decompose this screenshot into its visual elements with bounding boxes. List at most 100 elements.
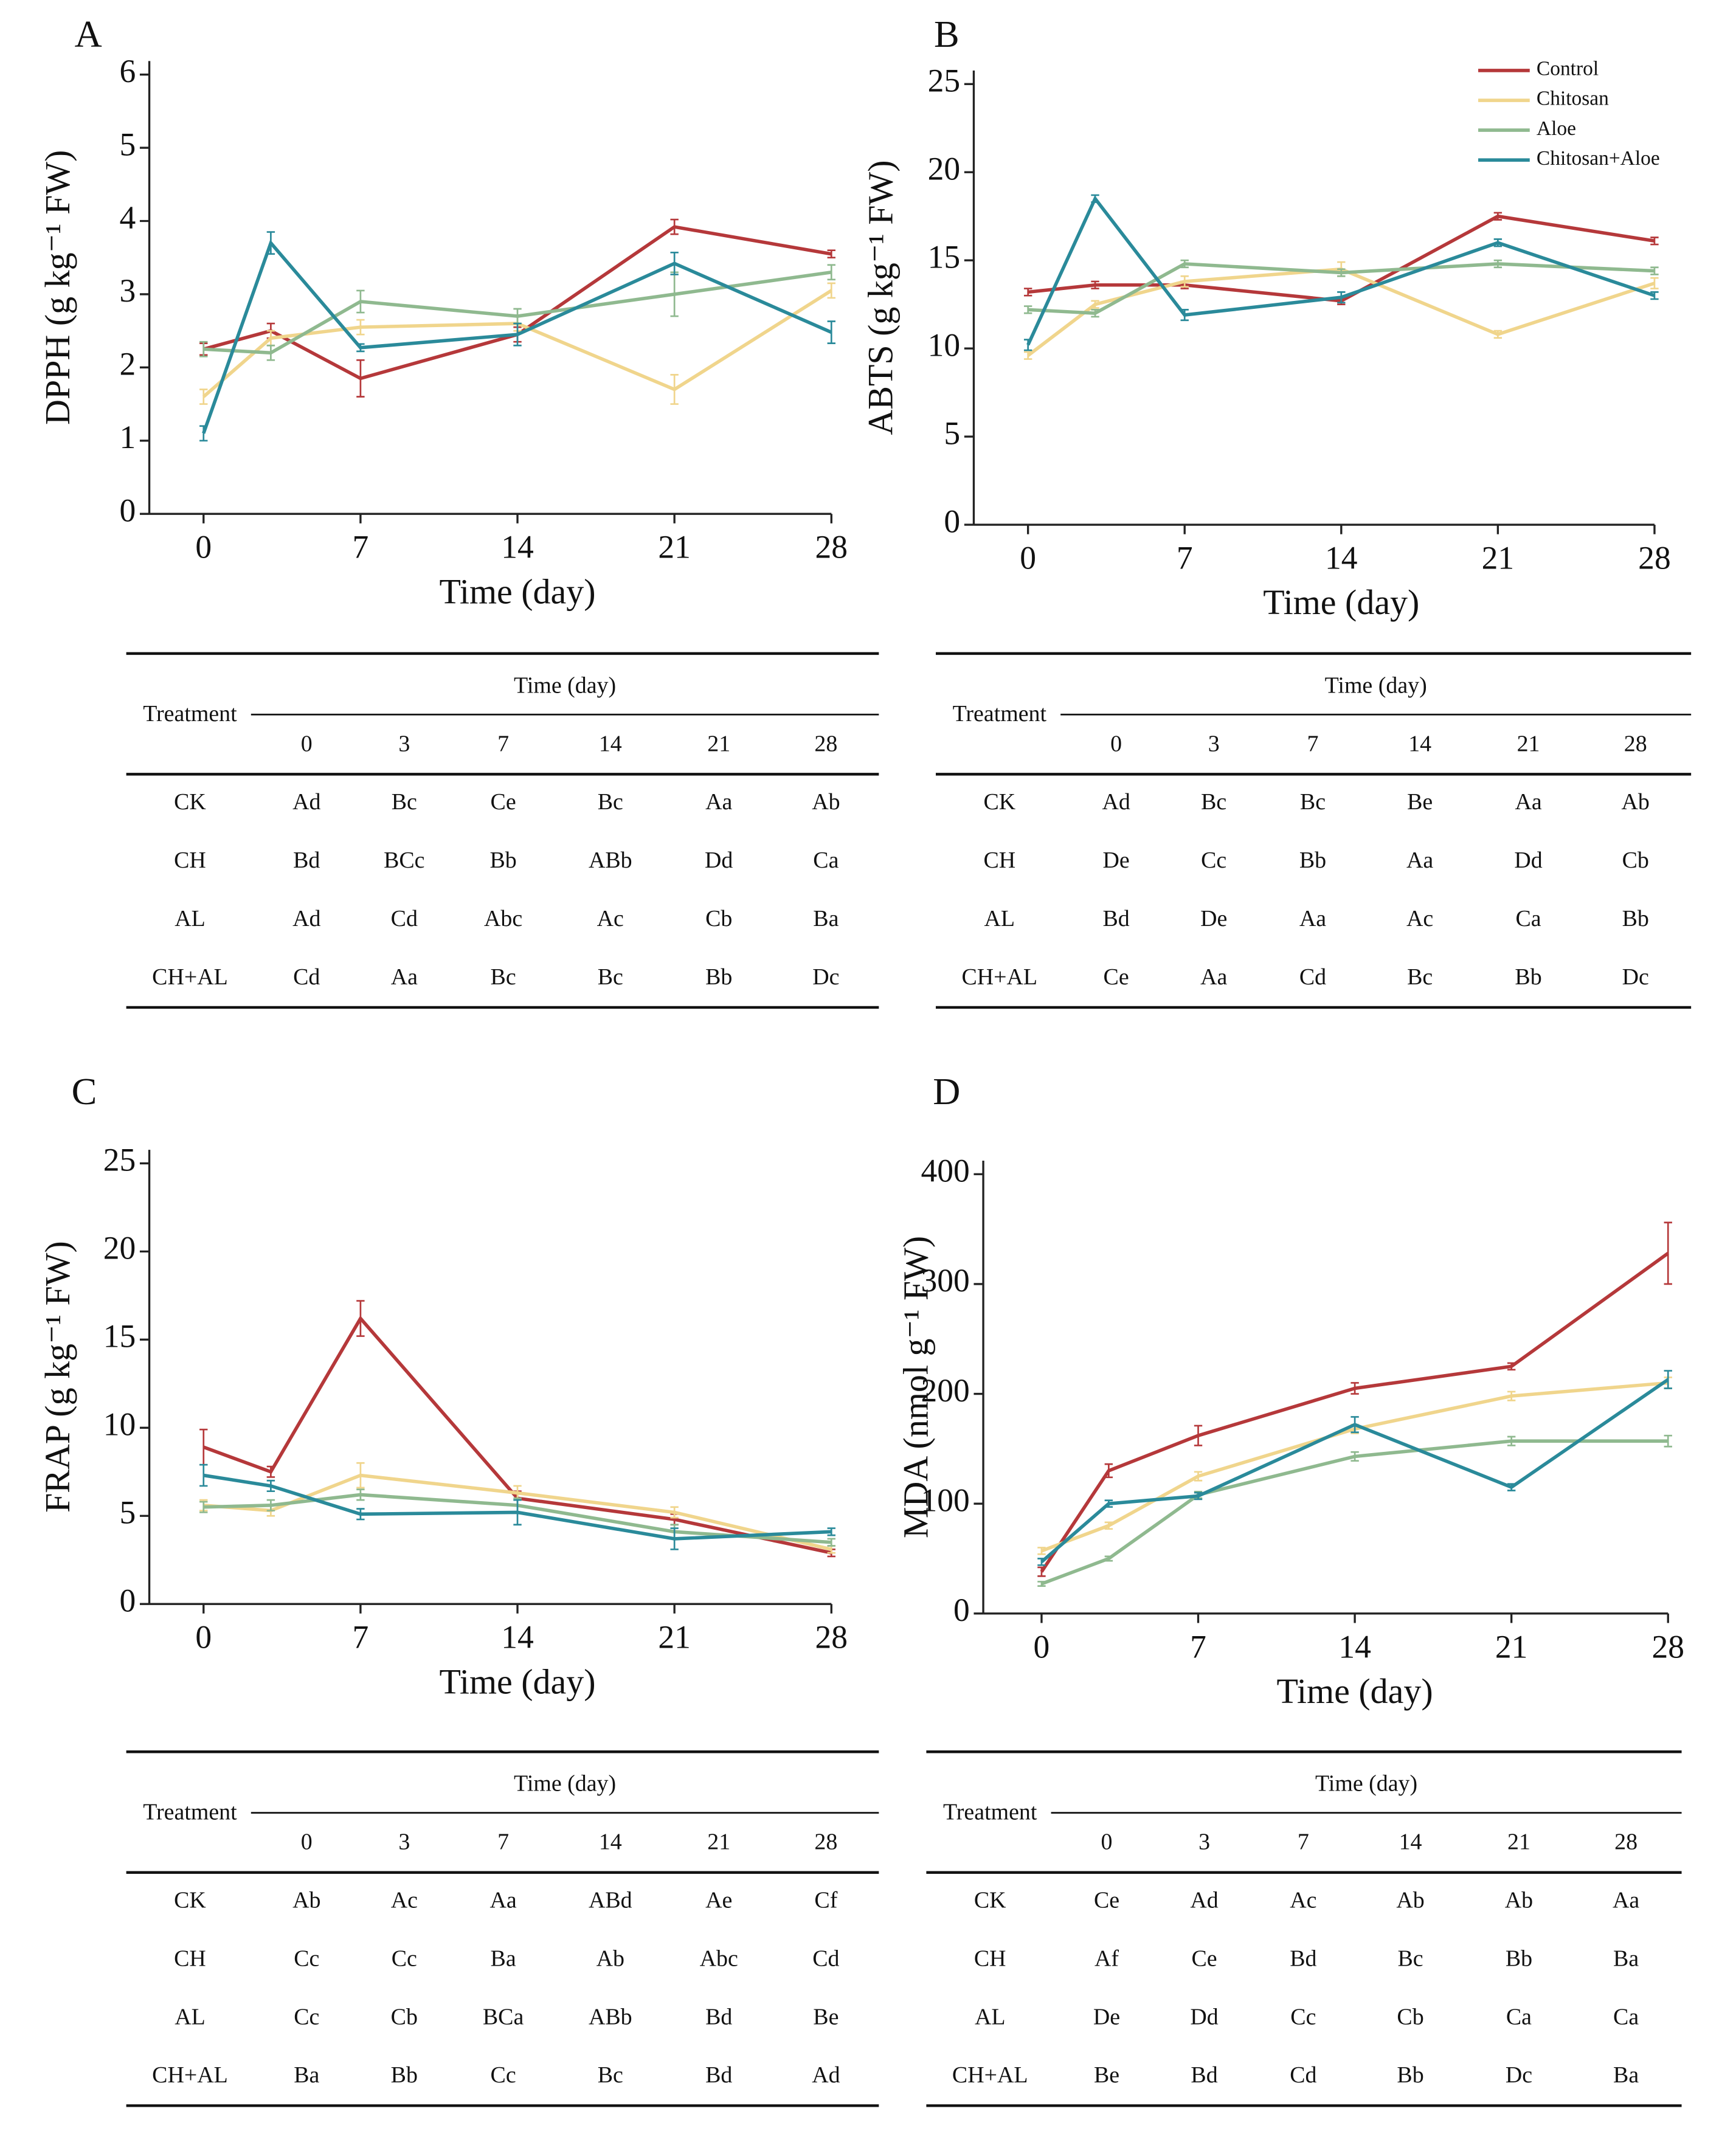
series-line (203, 1473, 832, 1541)
table-cell: Ab (597, 1946, 624, 1971)
y-tick-label: 10 (928, 326, 961, 363)
table-cell: Bd (1191, 2062, 1217, 2088)
table: Time (day) Treatment 0 3 7 14 21 28 CK Ad Bc Ce Bc Aa… (126, 652, 879, 1009)
x-tick-label: 7 (353, 1619, 369, 1656)
row-header: Treatment (143, 1800, 237, 1825)
table-cell: Aa (1406, 848, 1433, 873)
column-header: 7 (1298, 1829, 1309, 1855)
table-cell: Aa (391, 964, 418, 990)
table-cell: Bc (598, 964, 623, 990)
series-line (1040, 1381, 1669, 1553)
series-line (203, 225, 832, 381)
row-label: CH+AL (152, 2062, 228, 2088)
series-line (202, 289, 832, 398)
x-tick-label: 0 (1034, 1628, 1050, 1665)
x-axis-label: Time (day) (1277, 1671, 1433, 1711)
column-header: 21 (707, 1829, 730, 1855)
error-bar (827, 320, 835, 344)
table-cell: Ba (294, 2062, 319, 2088)
row-label: CH (974, 1946, 1006, 1971)
table-cell: Cc (1201, 848, 1226, 873)
table-cell: Cb (1622, 848, 1649, 873)
legend-label: Chitosan+Aloe (1537, 147, 1660, 170)
series-line (1028, 214, 1655, 303)
column-header: 21 (1507, 1829, 1530, 1855)
y-tick-label: 25 (928, 63, 961, 99)
column-header: 21 (1517, 731, 1540, 756)
table-cell: Bd (705, 2004, 732, 2029)
table-cell: Ae (705, 1888, 732, 1913)
row-label: AL (175, 2004, 206, 2029)
column-header: 28 (814, 731, 837, 756)
table-cell: Bc (1300, 789, 1326, 815)
legend-label: Aloe (1537, 117, 1576, 140)
table-cell: Ad (292, 789, 320, 815)
table-cell: Bc (598, 2062, 623, 2088)
column-header: 14 (1399, 1829, 1422, 1855)
table-cell: Dc (1506, 2062, 1532, 2088)
y-tick-label: 0 (119, 1582, 136, 1618)
y-axis-label: DPPH (g kg⁻¹ FW) (38, 150, 77, 425)
table-cell: Bd (293, 848, 320, 873)
table-cell: Ac (597, 906, 624, 931)
x-tick-label: 14 (501, 529, 534, 565)
table-cell: Aa (1200, 964, 1227, 990)
series-line (202, 240, 832, 434)
table-cell: Cc (491, 2062, 516, 2088)
x-tick-label: 21 (1482, 540, 1515, 576)
column-header: 28 (814, 1829, 837, 1855)
series-line (202, 1315, 832, 1555)
table: Time (day) Treatment 0 3 7 14 21 28 CK Ad Bc Bc Be Aa… (936, 652, 1692, 1009)
table-cell: Bc (1201, 789, 1226, 815)
table-cell: Cd (391, 906, 418, 931)
group-header: Time (day) (514, 672, 616, 698)
x-axis-label: Time (day) (439, 572, 595, 611)
series-line (203, 1493, 832, 1544)
y-tick-label: 0 (953, 1592, 970, 1628)
table-cell: Ca (1506, 2004, 1532, 2029)
y-axis-label: MDA (nmol g⁻¹ FW) (896, 1236, 936, 1538)
table-cell: Cc (294, 2004, 319, 2029)
row-label: CH+AL (962, 964, 1038, 990)
x-axis-label: Time (day) (439, 1662, 595, 1701)
table-cell: Ca (813, 848, 839, 873)
table-cell: Bd (1290, 1946, 1316, 1971)
y-tick-label: 10 (103, 1406, 136, 1443)
x-tick-label: 7 (353, 529, 369, 565)
table: Time (day) Treatment 0 3 7 14 21 28 CK Ce Ad Ac Ab Ab… (926, 1750, 1682, 2107)
column-header: 3 (1208, 731, 1220, 756)
y-axis-label: FRAP (g kg⁻¹ FW) (38, 1241, 77, 1513)
table-cell: Ce (1192, 1946, 1217, 1971)
y-tick-label: 1 (119, 419, 136, 455)
y-tick-label: 6 (119, 53, 136, 89)
table-cell: Bb (1515, 964, 1541, 990)
row-label: CK (974, 1888, 1006, 1913)
table-cell: Bb (1622, 906, 1649, 931)
panel-label: D (933, 1070, 960, 1113)
y-tick-label: 400 (921, 1153, 969, 1189)
y-tick-label: 15 (103, 1318, 136, 1355)
x-tick-label: 28 (815, 529, 848, 565)
column-header: 0 (301, 1829, 313, 1855)
table-cell: Ce (1094, 1888, 1119, 1913)
row-label: CK (174, 789, 206, 815)
table-cell: Ab (292, 1888, 320, 1913)
y-tick-label: 3 (119, 272, 136, 309)
row-label: CH+AL (152, 964, 228, 990)
x-tick-label: 21 (1495, 1628, 1528, 1665)
series-line (203, 1473, 832, 1552)
group-header: Time (day) (1315, 1771, 1417, 1797)
table-cell: Ad (1102, 789, 1130, 815)
table-cell: Aa (1515, 789, 1541, 815)
series-line (203, 271, 832, 355)
column-header: 7 (1307, 731, 1318, 756)
table-cell: Ca (1613, 2004, 1639, 2029)
x-tick-label: 0 (1020, 540, 1036, 576)
table-cell: Bb (1506, 1946, 1532, 1971)
row-label: CK (174, 1888, 206, 1913)
x-tick-label: 14 (1338, 1628, 1371, 1665)
column-header: 21 (707, 731, 730, 756)
table-cell: Dd (705, 848, 733, 873)
table-cell: Be (1407, 789, 1433, 815)
table-cell: Ac (1406, 906, 1433, 931)
